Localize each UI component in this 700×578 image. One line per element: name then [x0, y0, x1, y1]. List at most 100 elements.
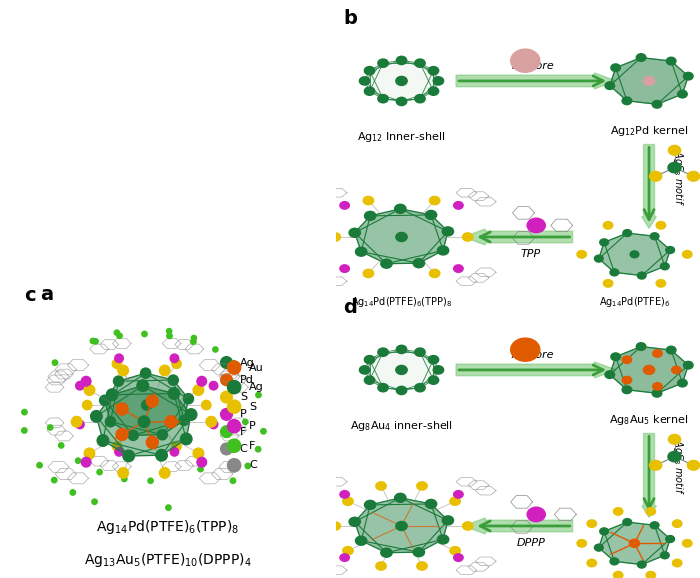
Circle shape	[433, 366, 444, 374]
Circle shape	[650, 522, 659, 529]
Circle shape	[594, 544, 603, 551]
Circle shape	[243, 419, 248, 424]
Circle shape	[37, 375, 43, 380]
Circle shape	[160, 468, 170, 478]
Polygon shape	[598, 522, 670, 565]
Circle shape	[378, 59, 388, 67]
Text: TPP: TPP	[521, 249, 541, 258]
FancyArrow shape	[456, 362, 616, 378]
Circle shape	[577, 251, 587, 258]
Polygon shape	[97, 386, 191, 456]
Circle shape	[636, 343, 646, 350]
Circle shape	[629, 539, 640, 547]
Circle shape	[359, 77, 370, 85]
Circle shape	[83, 401, 92, 410]
Circle shape	[622, 356, 631, 364]
Circle shape	[454, 554, 463, 561]
Text: Au: Au	[249, 362, 264, 373]
Circle shape	[378, 95, 388, 103]
Circle shape	[142, 331, 147, 336]
Circle shape	[610, 269, 619, 276]
Circle shape	[76, 458, 80, 464]
Circle shape	[165, 416, 177, 428]
Circle shape	[687, 172, 699, 181]
Text: Pd core: Pd core	[512, 61, 554, 71]
Circle shape	[622, 386, 631, 394]
Circle shape	[683, 361, 693, 369]
Circle shape	[167, 334, 172, 339]
Circle shape	[600, 528, 608, 535]
Circle shape	[218, 454, 223, 459]
Text: d: d	[343, 298, 357, 317]
Circle shape	[340, 491, 349, 498]
FancyArrow shape	[642, 434, 657, 517]
Polygon shape	[367, 347, 436, 392]
Circle shape	[190, 339, 196, 344]
Polygon shape	[355, 498, 448, 553]
Circle shape	[156, 450, 167, 461]
Circle shape	[52, 360, 57, 365]
Circle shape	[330, 522, 340, 530]
Circle shape	[442, 227, 454, 236]
Circle shape	[22, 409, 27, 415]
Text: S: S	[240, 392, 247, 402]
Circle shape	[577, 540, 587, 547]
Circle shape	[395, 232, 407, 242]
Text: F: F	[249, 441, 256, 451]
Circle shape	[220, 374, 232, 386]
Circle shape	[106, 389, 118, 401]
Circle shape	[220, 409, 232, 420]
Circle shape	[678, 379, 687, 387]
Polygon shape	[105, 373, 188, 435]
Circle shape	[438, 535, 449, 544]
Circle shape	[433, 77, 444, 85]
Circle shape	[666, 346, 676, 354]
Circle shape	[141, 368, 150, 378]
Circle shape	[261, 429, 266, 434]
Polygon shape	[610, 347, 688, 393]
Circle shape	[365, 355, 374, 364]
Circle shape	[666, 536, 675, 543]
Circle shape	[365, 376, 374, 384]
Circle shape	[112, 359, 122, 369]
Circle shape	[76, 381, 84, 390]
Circle shape	[241, 380, 246, 386]
Circle shape	[197, 457, 206, 467]
Circle shape	[511, 49, 540, 72]
Circle shape	[376, 482, 386, 490]
Circle shape	[426, 499, 437, 509]
Circle shape	[202, 401, 211, 410]
Circle shape	[138, 416, 150, 428]
Circle shape	[396, 97, 407, 106]
Text: C: C	[249, 460, 257, 470]
Circle shape	[220, 426, 232, 438]
Circle shape	[613, 572, 623, 578]
Text: Ag$_{14}$Pd(PTFE)$_6$: Ag$_{14}$Pd(PTFE)$_6$	[599, 295, 670, 309]
Text: P: P	[240, 409, 246, 420]
Circle shape	[181, 433, 192, 444]
Circle shape	[211, 490, 217, 496]
Circle shape	[687, 461, 699, 470]
Circle shape	[682, 540, 692, 547]
Circle shape	[682, 251, 692, 258]
Circle shape	[90, 410, 102, 422]
Circle shape	[191, 335, 197, 340]
Circle shape	[666, 247, 675, 254]
Circle shape	[527, 507, 545, 521]
Circle shape	[168, 388, 180, 399]
Circle shape	[340, 554, 349, 561]
Circle shape	[395, 365, 407, 375]
Text: c: c	[24, 287, 36, 305]
Circle shape	[416, 482, 427, 490]
Circle shape	[146, 436, 158, 449]
Circle shape	[193, 385, 204, 395]
Circle shape	[76, 420, 84, 429]
Circle shape	[378, 384, 388, 392]
Circle shape	[428, 355, 439, 364]
Circle shape	[228, 439, 241, 453]
Circle shape	[637, 561, 646, 568]
Circle shape	[363, 269, 374, 277]
Text: Ag$_{14}$Pd(PTFE)$_6$(TPP)$_8$: Ag$_{14}$Pd(PTFE)$_6$(TPP)$_8$	[351, 295, 452, 309]
Circle shape	[668, 162, 681, 173]
Circle shape	[349, 228, 360, 238]
